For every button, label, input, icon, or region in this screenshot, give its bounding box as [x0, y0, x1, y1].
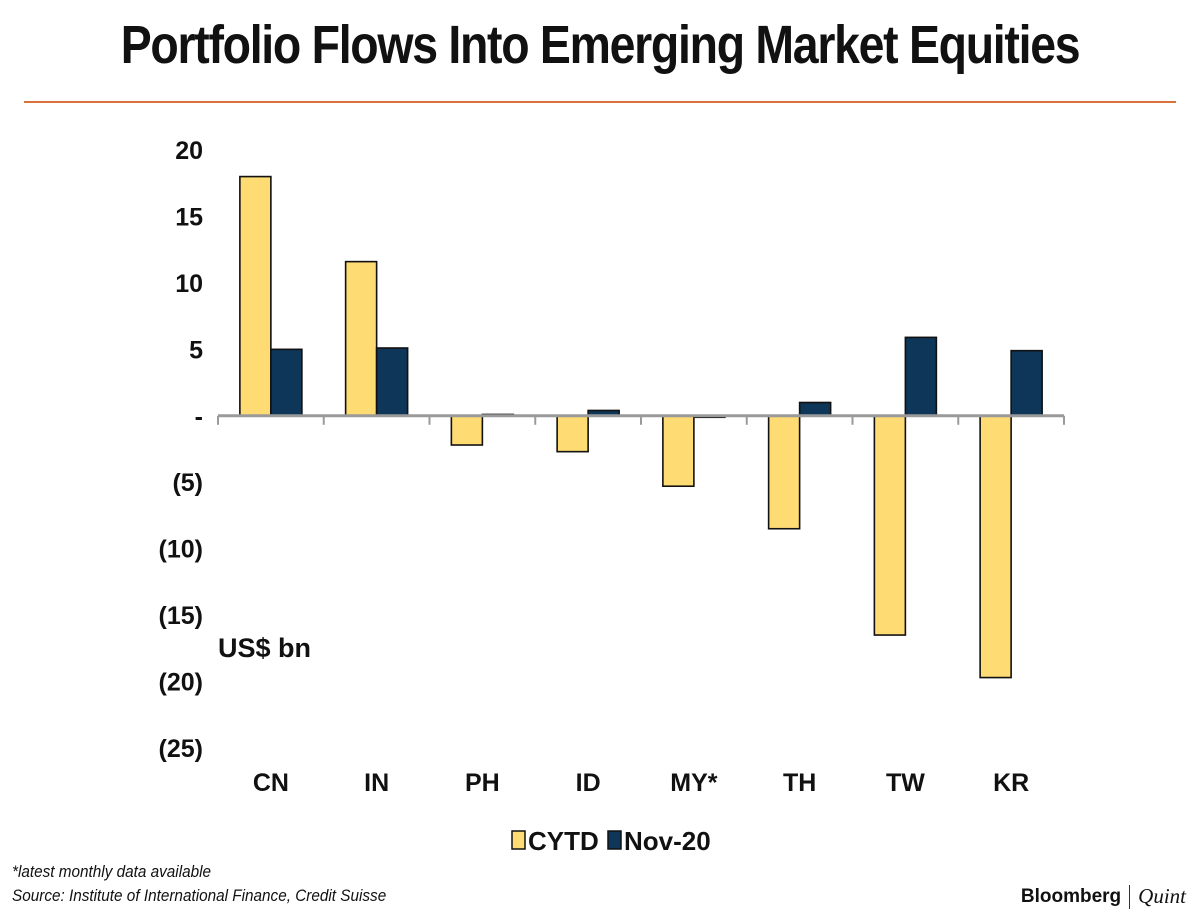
x-tick-label-ph: PH — [465, 769, 500, 797]
y-tick-label: 5 — [189, 336, 203, 364]
bar-cytd-tw — [873, 414, 907, 636]
brand-logo: Bloomberg Quint — [1021, 884, 1186, 909]
bar-cytd-kr — [979, 414, 1012, 679]
x-tick-label-id: ID — [576, 769, 601, 797]
y-tick-label: 15 — [175, 203, 203, 231]
footnote: *latest monthly data available — [12, 862, 212, 881]
x-tick-label-tw: TW — [886, 769, 925, 797]
y-tick-label: (20) — [159, 669, 203, 697]
legend-label-nov-20: Nov-20 — [624, 826, 711, 856]
bar-nov-20-kr — [1010, 349, 1043, 417]
y-tick-label: (10) — [159, 536, 203, 564]
bar-nov-20-cn — [270, 348, 303, 417]
legend-swatch-nov-20 — [607, 830, 622, 850]
legend-label-cytd: CYTD — [528, 826, 599, 856]
bar-cytd-my — [662, 414, 695, 488]
bar-nov-20-th — [798, 401, 832, 417]
y-axis-unit-label: US$ bn — [218, 633, 311, 663]
title-divider — [24, 101, 1176, 103]
bar-cytd-th — [767, 414, 801, 530]
x-tick-label-cn: CN — [253, 769, 289, 797]
x-tick-label-kr: KR — [993, 769, 1029, 797]
x-tick-label-in: IN — [364, 769, 389, 797]
chart-title: Portfolio Flows Into Emerging Market Equ… — [120, 15, 1081, 75]
y-tick-label: (25) — [159, 735, 203, 763]
brand-secondary: Quint — [1138, 884, 1186, 908]
bar-cytd-cn — [239, 175, 272, 417]
y-tick-label: - — [195, 403, 203, 431]
bar-cytd-id — [556, 414, 589, 453]
legend-swatch-cytd — [511, 830, 526, 850]
bar-cytd-ph — [450, 414, 484, 446]
source-note: Source: Institute of International Finan… — [12, 886, 387, 905]
y-tick-label: (15) — [159, 602, 203, 630]
y-tick-label: 20 — [175, 137, 203, 165]
brand-primary: Bloomberg — [1020, 885, 1122, 907]
y-tick-label: (5) — [172, 469, 203, 497]
x-tick-label-my: MY* — [670, 769, 718, 797]
bar-cytd-in — [344, 260, 378, 417]
x-tick-label-th: TH — [783, 769, 816, 797]
bar-nov-20-tw — [904, 336, 938, 417]
brand-separator — [1129, 884, 1131, 909]
bar-nov-20-in — [375, 347, 409, 417]
y-tick-label: 10 — [175, 270, 203, 298]
